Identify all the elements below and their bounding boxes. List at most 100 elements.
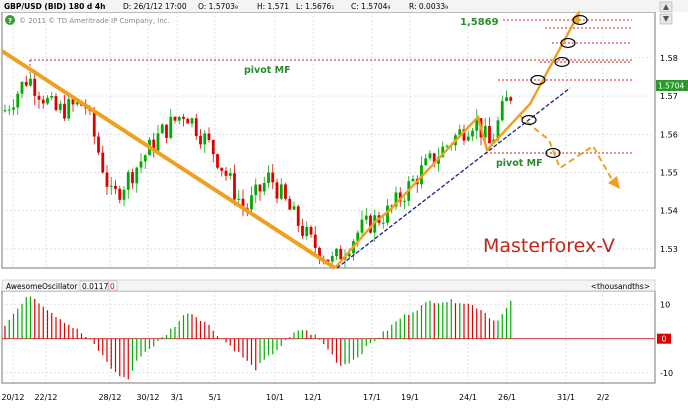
- ohlc-date: D: 26/1/12 17:00: [123, 2, 187, 11]
- candle-body: [194, 118, 198, 137]
- candle-body: [309, 226, 313, 235]
- oscillator-value: 0.0117: [82, 282, 108, 291]
- candle-body: [3, 110, 7, 112]
- candle-body: [326, 259, 330, 262]
- symbol-title: GBP/USD (BID) 180 d 4h: [4, 2, 105, 11]
- candle-body: [475, 118, 479, 131]
- candle-body: [233, 173, 236, 200]
- ohlc-high: H: 1.571: [257, 2, 289, 11]
- scroll-up-icon[interactable]: [659, 1, 673, 13]
- ohlc-open: O: 1.5703₉: [198, 2, 238, 11]
- y-tick-label: 1.58: [660, 54, 678, 63]
- candle-body: [398, 192, 402, 202]
- candle-body: [101, 152, 105, 173]
- price-panel: [1, 11, 656, 269]
- candle-body: [420, 165, 423, 185]
- target-ellipse: [560, 37, 576, 49]
- ao-zero-badge: [657, 333, 671, 344]
- oscillator-extra: 0: [110, 282, 115, 291]
- candle-body: [122, 189, 126, 200]
- x-tick-label: 2/2: [597, 393, 610, 402]
- candle-body: [50, 96, 54, 98]
- ohlc-low: L: 1.5676₁: [296, 2, 334, 11]
- candle-body: [241, 198, 245, 208]
- candle-body: [360, 219, 364, 233]
- y-tick-label: -10: [660, 369, 673, 378]
- candle-body: [411, 178, 415, 182]
- candle-body: [131, 172, 134, 184]
- candle-body: [369, 215, 372, 233]
- candle-body: [279, 184, 283, 199]
- annotations: [0, 10, 632, 270]
- last-price-badge: [656, 80, 688, 91]
- x-tick-label: 19/1: [401, 393, 419, 402]
- candle-body: [483, 125, 487, 138]
- candle-body: [296, 206, 300, 226]
- candle-body: [67, 99, 71, 119]
- pivot-bottom-label: pivot MF: [496, 158, 543, 169]
- candle-body: [305, 226, 309, 236]
- watermark-text: Masterforex-V: [483, 235, 615, 257]
- y-tick-label: 0: [661, 335, 666, 344]
- uptrend-line: [334, 14, 580, 269]
- x-tick-label: 31/1: [557, 393, 575, 402]
- candle-body: [92, 110, 96, 137]
- candle-body: [33, 78, 37, 96]
- x-tick-label: 30/12: [136, 393, 159, 402]
- support-line: [336, 87, 571, 269]
- x-tick-label: 24/1: [459, 393, 477, 402]
- candle-body: [318, 247, 321, 260]
- candle-body: [428, 153, 432, 159]
- y-tick-label: 1.53: [660, 245, 678, 254]
- last-price-text: 1.5704: [658, 82, 684, 91]
- candle-body: [496, 120, 500, 140]
- oscillator-unit: <thousandths>: [591, 282, 650, 291]
- candle-body: [216, 154, 219, 168]
- candle-body: [330, 256, 334, 262]
- axes: 20/12 22/12 28/12 30/12 3/1 5/1 10/1 12/1 17/1 19…: [1, 54, 677, 402]
- candle-body: [203, 133, 207, 145]
- candle-body: [165, 124, 168, 138]
- candle-body: [386, 205, 389, 223]
- y-tick-label: 1.57: [660, 92, 678, 101]
- candle-body: [105, 172, 109, 187]
- candle-body: [432, 153, 436, 164]
- candle-body: [254, 184, 258, 196]
- candle-body: [12, 107, 15, 110]
- candle-body: [20, 81, 24, 94]
- candle-body: [224, 170, 228, 176]
- candle-body: [63, 103, 66, 119]
- candle-body: [207, 133, 211, 140]
- candle-body: [313, 234, 317, 248]
- x-tick-label: 17/1: [363, 393, 381, 402]
- projection-line: [518, 114, 616, 186]
- candle-body: [109, 185, 113, 187]
- candle-body: [466, 136, 470, 141]
- copyright-text: © 2011 © TD Ameritrade IP Company, Inc.: [19, 17, 170, 25]
- candle-body: [16, 93, 20, 108]
- candle-body: [347, 253, 351, 257]
- candle-body: [46, 97, 49, 104]
- candle-body: [458, 129, 462, 136]
- candle-body: [118, 188, 122, 200]
- candle-body: [71, 99, 75, 105]
- candle-body: [126, 172, 130, 190]
- x-tick-label: 12/1: [304, 393, 322, 402]
- x-tick-label: 28/12: [98, 393, 121, 402]
- scroll-down-icon[interactable]: [659, 13, 673, 25]
- candle-body: [190, 118, 194, 124]
- candle-body: [271, 172, 275, 183]
- candle-body: [275, 182, 279, 199]
- logo-icon: [5, 15, 15, 25]
- candle-body: [441, 146, 445, 158]
- candle-body: [488, 125, 491, 144]
- candle-body: [288, 198, 292, 210]
- y-tick-label: 1.54: [660, 207, 678, 216]
- candle-body: [424, 158, 428, 166]
- candle-body: [186, 118, 190, 124]
- candle-body: [199, 136, 202, 145]
- candle-body: [29, 78, 32, 86]
- ao-histogram: [2, 296, 655, 380]
